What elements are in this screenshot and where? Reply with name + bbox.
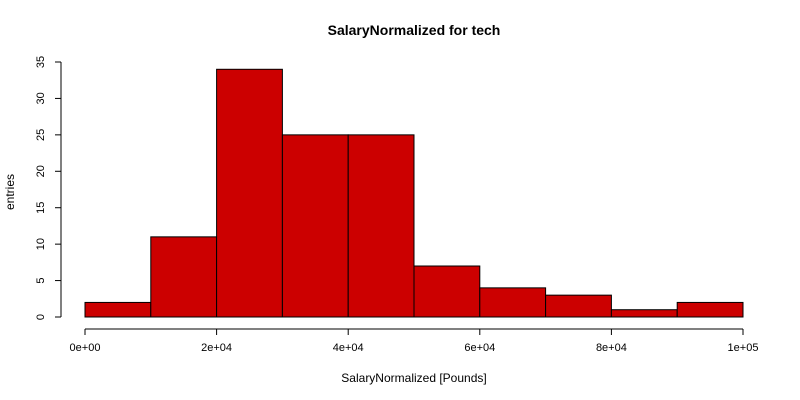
x-axis: 0e+00 2e+04 4e+04 6e+04 8e+04 1e+05 — [70, 328, 759, 354]
histogram-bar — [281, 134, 349, 318]
x-tick-label: 2e+04 — [201, 342, 232, 354]
y-tick-label: 10 — [35, 238, 47, 250]
y-axis: 0 5 10 15 20 25 30 35 — [35, 56, 62, 320]
x-tick-label: 0e+00 — [70, 342, 101, 354]
histogram-bar — [610, 309, 678, 318]
x-tick-label: 6e+04 — [464, 342, 495, 354]
y-tick-label: 35 — [35, 56, 47, 68]
histogram-bar — [150, 236, 218, 318]
y-tick-label: 0 — [35, 314, 47, 320]
histogram-bar — [676, 301, 744, 318]
x-tick-label: 8e+04 — [596, 342, 627, 354]
histogram-bar — [347, 134, 415, 318]
histogram-bar — [479, 287, 547, 318]
chart-title: SalaryNormalized for tech — [328, 22, 501, 38]
histogram-bar — [84, 301, 152, 318]
x-tick-label: 4e+04 — [333, 342, 364, 354]
y-tick-label: 5 — [35, 278, 47, 284]
x-axis-label: SalaryNormalized [Pounds] — [341, 371, 486, 385]
y-axis-label: entries — [3, 174, 17, 210]
y-tick-label: 25 — [35, 129, 47, 141]
y-tick-label: 30 — [35, 92, 47, 104]
y-tick-label: 15 — [35, 202, 47, 214]
histogram-bar — [545, 294, 612, 318]
x-tick-label: 1e+05 — [728, 342, 759, 354]
histogram-bar — [216, 68, 283, 318]
bars-group — [84, 68, 744, 318]
y-tick-label: 20 — [35, 165, 47, 177]
histogram-bar — [413, 265, 481, 318]
